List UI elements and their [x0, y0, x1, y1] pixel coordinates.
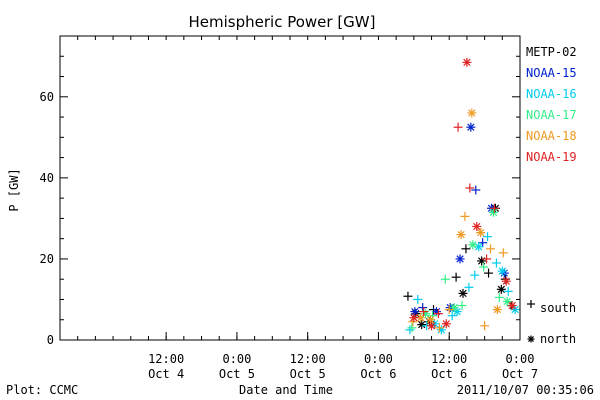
south-point [444, 305, 454, 315]
north-point [410, 307, 420, 317]
south-point [433, 309, 443, 319]
x-tick-label-time: 12:00 [148, 352, 184, 366]
south-point [440, 274, 450, 284]
x-tick-label-time: 12:00 [290, 352, 326, 366]
south-point [491, 258, 501, 268]
north-point [476, 228, 486, 238]
north-point [467, 108, 477, 118]
chart-title: Hemispheric Power [GW] [189, 13, 376, 31]
north-point [409, 313, 419, 323]
north-point [488, 207, 498, 217]
south-point [480, 321, 490, 331]
north-point [456, 230, 466, 240]
legend-entry: NOAA-17 [526, 108, 577, 122]
x-tick-label-date: Oct 4 [148, 367, 184, 381]
y-tick-label: 0 [47, 333, 54, 347]
south-point [470, 270, 480, 280]
y-axis-label: P [GW] [7, 168, 21, 211]
south-point [494, 292, 504, 302]
legend-entry: NOAA-19 [526, 150, 577, 164]
south-point [457, 301, 467, 311]
y-tick-label: 20 [40, 252, 54, 266]
y-axis: 0 20 40 60 [40, 35, 520, 347]
north-marker-symbol [527, 335, 535, 343]
x-tick-label-time: 0:00 [506, 352, 535, 366]
south-point [482, 254, 492, 264]
y-tick-label: 40 [40, 171, 54, 185]
x-tick-label-time: 0:00 [222, 352, 251, 366]
north-point [427, 321, 437, 331]
south-point [465, 183, 475, 193]
south-point [503, 286, 513, 296]
north-point [477, 256, 487, 266]
north-point [492, 305, 502, 315]
south-point [407, 323, 417, 333]
south-point [479, 262, 489, 272]
south-point [453, 122, 463, 132]
south-point [428, 311, 438, 321]
north-point [449, 303, 459, 313]
plot-timestamp: 2011/10/07 00:35:06 [457, 383, 594, 397]
north-point [441, 319, 451, 329]
north-point [502, 296, 512, 306]
north-point [426, 315, 436, 325]
x-tick-label-date: Oct 7 [502, 367, 538, 381]
legend-entry: METP-02 [526, 45, 577, 59]
north-point [462, 57, 472, 67]
north-point [455, 254, 465, 264]
south-point [413, 294, 423, 304]
x-tick-label-date: Oct 6 [431, 367, 467, 381]
south-point [461, 244, 471, 254]
south-point [478, 238, 488, 248]
south-point [447, 311, 457, 321]
x-tick-label-date: Oct 5 [219, 367, 255, 381]
x-tick-label-time: 0:00 [364, 352, 393, 366]
north-point [466, 122, 476, 132]
plot-frame [59, 35, 521, 341]
north-point [431, 307, 441, 317]
legend-entry: NOAA-15 [526, 66, 577, 80]
marker-legend: south north [527, 300, 576, 346]
south-point [434, 323, 444, 333]
north-point [417, 320, 427, 330]
south-point [405, 325, 415, 335]
legend-entry: NOAA-16 [526, 87, 577, 101]
south-point [471, 185, 481, 195]
marker-legend-label: south [540, 301, 576, 315]
x-axis-label: Date and Time [239, 383, 333, 397]
south-point [451, 272, 461, 282]
x-tick-label-date: Oct 5 [290, 367, 326, 381]
legend-entry: NOAA-18 [526, 129, 577, 143]
north-point [501, 276, 511, 286]
north-point [472, 222, 482, 232]
south-point [460, 211, 470, 221]
north-point [436, 325, 446, 335]
south-point [489, 203, 499, 213]
data-points [403, 57, 520, 335]
legend: METP-02 NOAA-15 NOAA-16 NOAA-17 NOAA-18 NOAA-… [526, 45, 577, 164]
south-point [403, 291, 413, 301]
north-point [507, 301, 517, 311]
north-point [468, 240, 478, 250]
north-point [496, 284, 506, 294]
y-tick-label: 60 [40, 90, 54, 104]
plot-credit: Plot: CCMC [6, 383, 78, 397]
north-point [421, 309, 431, 319]
south-point [483, 232, 493, 242]
north-point [497, 266, 507, 276]
x-tick-label-date: Oct 6 [360, 367, 396, 381]
north-point [458, 288, 468, 298]
south-point [486, 244, 496, 254]
south-point [464, 282, 474, 292]
x-tick-label-time: 12:00 [431, 352, 467, 366]
south-marker-symbol [527, 300, 535, 308]
marker-legend-label: north [540, 332, 576, 346]
south-point [419, 307, 429, 317]
south-point [484, 268, 494, 278]
south-point [498, 248, 508, 258]
